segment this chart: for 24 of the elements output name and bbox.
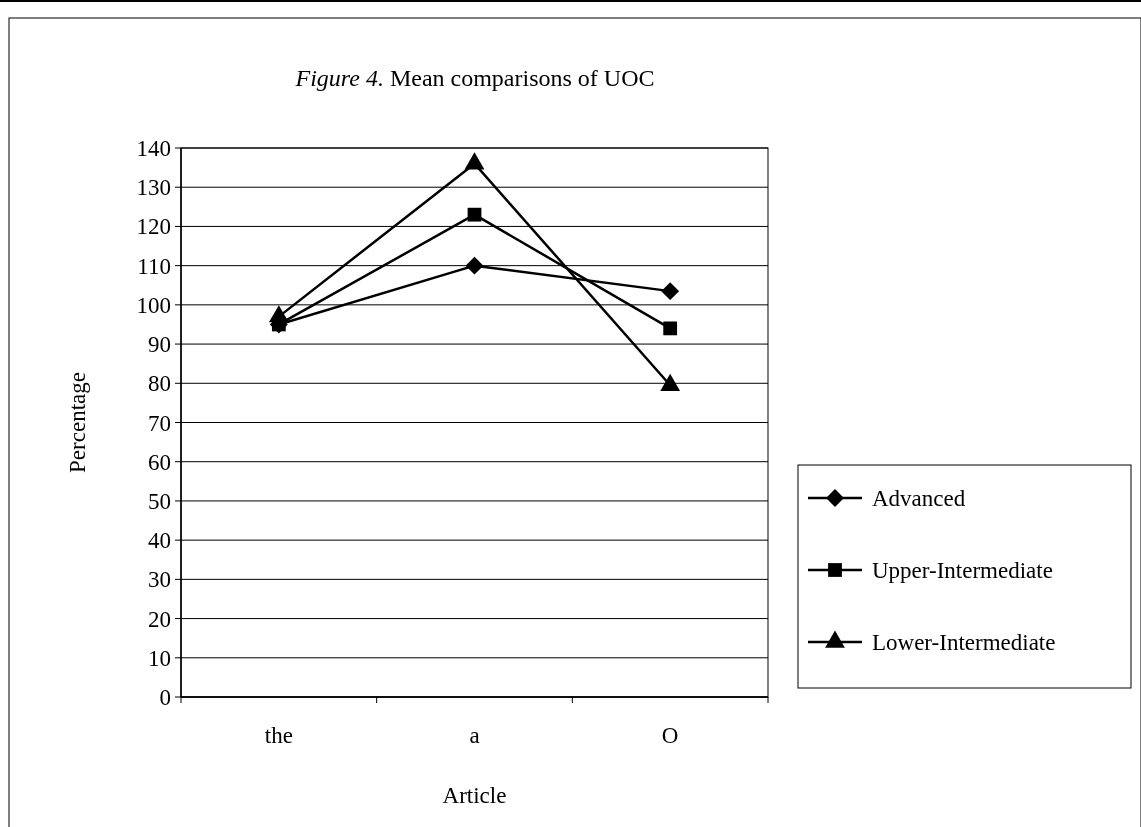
chart-title: Figure 4. Mean comparisons of UOC: [294, 65, 655, 91]
y-tick-label: 130: [136, 175, 171, 201]
y-tick-label: 50: [148, 488, 171, 514]
y-tick-label: 100: [136, 292, 171, 318]
legend-label: Upper-Intermediate: [872, 558, 1053, 584]
y-tick-label: 10: [148, 645, 171, 671]
x-tick-label: O: [661, 723, 679, 748]
x-tick-label: a: [469, 723, 480, 748]
legend-label: Advanced: [872, 486, 966, 512]
y-tick-label: 60: [148, 449, 171, 475]
y-tick-label: 110: [137, 253, 171, 279]
legend-label: Lower-Intermediate: [872, 630, 1056, 656]
y-tick-label: 70: [148, 410, 171, 436]
y-tick-label: 40: [148, 528, 171, 554]
y-axis-title: Percentage: [65, 372, 90, 473]
y-tick-label: 30: [148, 567, 171, 593]
x-axis-title: Article: [442, 783, 507, 808]
y-tick-label: 120: [136, 214, 171, 240]
y-tick-label: 80: [148, 371, 171, 397]
y-tick-label: 140: [136, 136, 171, 162]
y-tick-label: 20: [148, 606, 171, 632]
y-tick-label: 90: [148, 332, 171, 358]
y-tick-label: 0: [159, 685, 171, 711]
x-tick-label: the: [264, 723, 293, 748]
